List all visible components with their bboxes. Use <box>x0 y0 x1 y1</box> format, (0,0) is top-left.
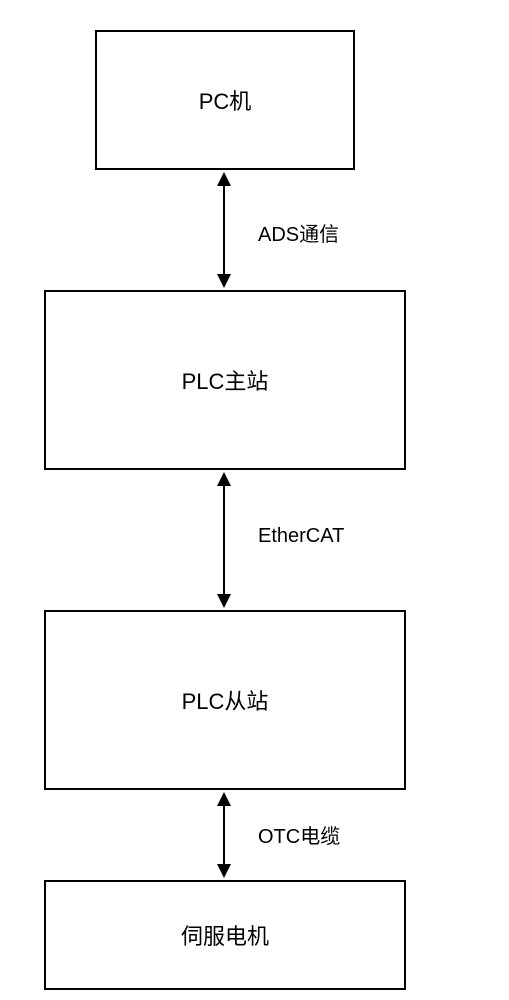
arrow-down-icon <box>217 274 231 288</box>
node-pc: PC机 <box>95 30 355 170</box>
edge-label-ethercat: EtherCAT <box>258 525 344 548</box>
edge-label-otc: OTC电缆 <box>258 820 340 849</box>
node-plc-master: PLC主站 <box>44 290 406 470</box>
node-plc-master-label: PLC主站 <box>182 364 269 396</box>
edge-line <box>223 184 225 276</box>
edge-label-ads: ADS通信 <box>258 218 339 247</box>
node-plc-slave-label: PLC从站 <box>182 684 269 716</box>
node-pc-label: PC机 <box>199 84 252 116</box>
arrow-down-icon <box>217 594 231 608</box>
node-servo: 伺服电机 <box>44 880 406 990</box>
node-plc-slave: PLC从站 <box>44 610 406 790</box>
arrow-down-icon <box>217 864 231 878</box>
node-servo-label: 伺服电机 <box>181 919 269 951</box>
edge-line <box>223 484 225 596</box>
edge-line <box>223 804 225 866</box>
